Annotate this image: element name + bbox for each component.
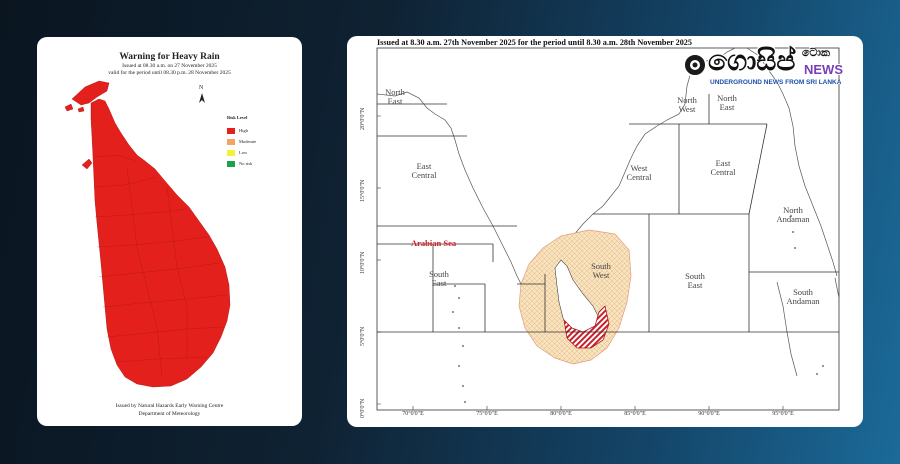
sea-area-forecast-card: Issued at 8.30 a.m. 27th November 2025 f… <box>347 36 863 427</box>
logo-news: NEWS <box>804 62 843 77</box>
footer-department: Department of Meteorology <box>138 411 201 417</box>
mannar-island <box>81 158 93 170</box>
logo-tagline: UNDERGROUND NEWS FROM SRI LANKA <box>710 79 842 86</box>
sea-area-boundaries <box>377 94 839 333</box>
district-borders <box>93 154 228 378</box>
lat-label: 0°0'0"N <box>360 398 366 418</box>
zone-label-south-andaman: South Andaman <box>786 287 820 306</box>
lon-label: 95°0'0"E <box>772 411 794 417</box>
lat-label: 10°0'0"N <box>360 251 366 274</box>
heavy-rain-warning-card: Warning for Heavy Rain Issued at 08.30 a… <box>37 37 302 426</box>
zone-label-east-central: East Central <box>411 161 437 180</box>
island-west-1 <box>64 103 74 112</box>
map-title: Warning for Heavy Rain <box>119 52 220 62</box>
zone-label-west-central: West Central <box>626 163 652 182</box>
issued-text: Issued at 08.30 a.m. on 27 November 2025 <box>122 63 217 69</box>
zone-label-north-east: North East <box>385 87 405 106</box>
zone-label-north-east-2: North East <box>717 93 737 112</box>
zone-label-east-central-2: East Central <box>710 158 736 177</box>
footer-issuer: Issued by Natural Hazards Early Warning … <box>115 403 224 409</box>
lon-label: 85°0'0"E <box>624 411 646 417</box>
lon-label: 70°0'0"E <box>402 411 424 417</box>
legend-item-no-risk: No risk <box>227 160 252 168</box>
sri-lanka-mainland <box>90 98 231 388</box>
logo-text: ගොසිප් <box>708 44 796 77</box>
zone-label-south-west: South West <box>591 261 611 280</box>
north-arrow-icon: N <box>197 85 207 107</box>
graticule-ticks <box>377 115 784 410</box>
arabian-sea-label: Arabian Sea <box>411 238 457 248</box>
lat-label: 15°0'0"N <box>360 179 366 202</box>
zone-label-north-andaman: North Andaman <box>776 205 810 224</box>
zone-label-north-west: North West <box>677 95 697 114</box>
logo-small-text: ටොක <box>802 46 830 59</box>
sri-lanka-risk-map <box>64 80 231 388</box>
legend-swatch <box>227 160 235 167</box>
gossip-news-watermark: ගොසිප් ටොක NEWS UNDERGROUND NEWS FROM SR… <box>682 46 854 92</box>
sea-area-map <box>376 47 840 411</box>
lat-label: 5°0'0"N <box>360 326 366 346</box>
lon-label: 90°0'0"E <box>698 411 720 417</box>
valid-text: valid for the period until 08.30 p.m. 28… <box>108 70 231 76</box>
legend-item-high: High <box>227 127 248 135</box>
jaffna-peninsula <box>71 80 110 106</box>
north-label: N <box>199 85 204 91</box>
forecast-header: Issued at 8.30 a.m. 27th November 2025 f… <box>377 38 692 47</box>
map-frame <box>376 47 840 411</box>
legend-item-low: Low <box>227 149 247 157</box>
legend-item-moderate: Moderate <box>227 138 256 146</box>
high-risk-zone <box>563 305 610 349</box>
lat-label: 20°0'0"N <box>360 107 366 130</box>
zone-label-south-east: South East <box>429 269 449 288</box>
legend-swatch <box>227 149 235 156</box>
lon-label: 75°0'0"E <box>476 411 498 417</box>
island-west-2 <box>77 106 85 113</box>
zone-label-south-east-2: South East <box>685 271 705 290</box>
eye-logo-icon <box>683 53 707 77</box>
legend-swatch <box>227 127 235 134</box>
lon-label: 80°0'0"E <box>550 411 572 417</box>
legend-swatch <box>227 138 235 145</box>
legend-title: Risk Level <box>227 115 248 120</box>
small-islands <box>452 215 824 403</box>
